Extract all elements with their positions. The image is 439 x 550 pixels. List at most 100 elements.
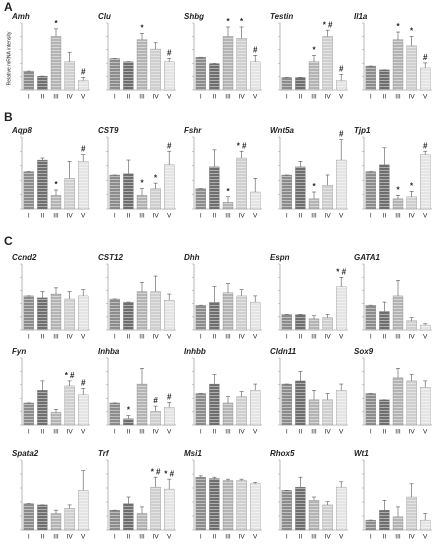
panel-title: Fshr xyxy=(184,126,202,135)
x-tick-label: III xyxy=(311,429,317,436)
bar xyxy=(164,61,175,91)
bar xyxy=(392,516,404,531)
significance-mark: # xyxy=(153,396,158,405)
bar xyxy=(420,387,431,426)
x-tick-label: III xyxy=(225,334,231,341)
bar xyxy=(281,77,292,91)
bar xyxy=(195,305,206,331)
bar xyxy=(406,320,417,331)
x-tick-label: II xyxy=(299,534,303,541)
x-tick-label: II xyxy=(383,429,387,436)
bar xyxy=(78,161,89,210)
panel-title: Il1a xyxy=(354,12,368,21)
x-tick-label: II xyxy=(41,334,45,341)
x-tick-label: IV xyxy=(325,534,332,541)
bar xyxy=(123,173,134,210)
x-tick-label: III xyxy=(139,94,145,101)
bar xyxy=(50,293,62,331)
x-tick-label: V xyxy=(423,534,428,541)
bar xyxy=(336,486,347,531)
x-tick-label: II xyxy=(213,334,217,341)
significance-mark: * xyxy=(54,19,58,28)
bar xyxy=(392,198,404,210)
panel-title: Amh xyxy=(11,12,30,21)
bar xyxy=(136,39,148,91)
bar xyxy=(379,164,390,210)
bar xyxy=(365,65,376,91)
bar xyxy=(64,178,75,210)
bar xyxy=(236,38,247,91)
bar xyxy=(295,77,306,91)
panel-title: Wt1 xyxy=(354,449,369,458)
bar xyxy=(123,301,134,331)
bar xyxy=(250,301,261,331)
significance-mark: * # xyxy=(151,467,161,476)
x-tick-label: IV xyxy=(153,334,160,341)
x-tick-label: I xyxy=(28,534,30,541)
x-tick-label: V xyxy=(339,429,344,436)
significance-mark: * xyxy=(410,27,414,36)
x-tick-label: III xyxy=(53,213,59,220)
bar xyxy=(392,377,404,426)
x-tick-label: IV xyxy=(409,534,416,541)
x-tick-label: I xyxy=(286,213,288,220)
bar xyxy=(250,61,261,91)
significance-mark: # xyxy=(81,379,86,388)
x-tick-label: IV xyxy=(325,213,332,220)
bar xyxy=(50,513,62,531)
significance-mark: # xyxy=(167,392,172,401)
significance-mark: * # xyxy=(164,469,174,478)
x-tick-label: V xyxy=(339,534,344,541)
x-tick-label: II xyxy=(127,429,131,436)
x-tick-label: III xyxy=(139,534,145,541)
x-tick-label: IV xyxy=(67,94,74,101)
x-tick-label: IV xyxy=(239,94,246,101)
bar xyxy=(164,300,175,331)
bar xyxy=(195,393,206,426)
x-tick-label: IV xyxy=(153,213,160,220)
bar xyxy=(308,399,320,426)
significance-mark: * xyxy=(312,45,316,54)
x-tick-label: V xyxy=(339,94,344,101)
x-tick-label: V xyxy=(339,213,344,220)
x-tick-label: III xyxy=(225,534,231,541)
x-tick-label: III xyxy=(395,213,401,220)
panel-title: CST12 xyxy=(98,253,123,262)
bar xyxy=(195,477,206,531)
bar xyxy=(420,519,431,531)
bar xyxy=(23,70,34,91)
significance-mark: * xyxy=(396,22,400,31)
bar xyxy=(164,164,175,210)
bar xyxy=(109,298,120,331)
bar xyxy=(109,510,120,531)
x-tick-label: III xyxy=(311,213,317,220)
bar xyxy=(336,286,347,331)
bar xyxy=(164,407,175,426)
bar xyxy=(23,402,34,426)
x-tick-label: IV xyxy=(67,534,74,541)
bar xyxy=(109,58,120,91)
x-tick-label: III xyxy=(225,94,231,101)
x-tick-label: I xyxy=(114,213,116,220)
bar xyxy=(222,202,234,210)
x-tick-label: III xyxy=(311,334,317,341)
x-tick-label: I xyxy=(114,94,116,101)
x-tick-label: I xyxy=(370,534,372,541)
bar xyxy=(406,496,417,531)
x-tick-label: III xyxy=(395,429,401,436)
bar xyxy=(209,63,220,91)
bar xyxy=(222,480,234,531)
x-tick-label: V xyxy=(81,429,86,436)
x-tick-label: III xyxy=(53,334,59,341)
bar xyxy=(322,504,333,531)
bar xyxy=(150,291,161,331)
bar xyxy=(250,483,261,531)
x-tick-label: II xyxy=(299,334,303,341)
x-tick-label: IV xyxy=(153,534,160,541)
bar xyxy=(150,486,161,531)
x-tick-label: V xyxy=(167,429,172,436)
x-tick-label: I xyxy=(286,94,288,101)
x-tick-label: III xyxy=(53,534,59,541)
bar xyxy=(78,80,89,91)
